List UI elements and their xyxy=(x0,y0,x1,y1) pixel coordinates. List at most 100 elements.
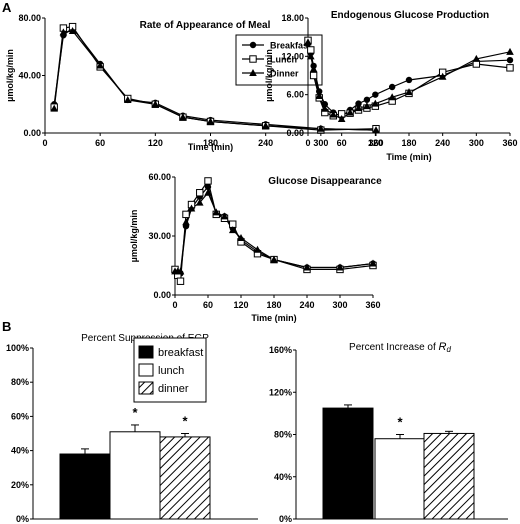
meal-y-axis-label: µmol/kg/min xyxy=(5,49,15,102)
egp-dinner-point xyxy=(388,93,396,101)
meal-x-tick-label: 180 xyxy=(203,138,218,148)
egp-dinner-point xyxy=(472,54,481,62)
egp-x-tick-label: 300 xyxy=(469,138,484,148)
meal-dinner-point xyxy=(68,26,77,34)
legend-dinner-marker xyxy=(249,69,257,76)
meal-dinner-point xyxy=(151,100,160,108)
egp-suppression-y-tick-label: 60% xyxy=(11,411,29,421)
rd-increase-bar-breakfast xyxy=(322,407,374,520)
meal-x-tick-label: 300 xyxy=(313,138,328,148)
rd-x-tick-label: 60 xyxy=(203,300,213,310)
egp-dinner-point xyxy=(506,47,514,55)
egp-dinner-point xyxy=(371,99,380,107)
rd-dinner-point xyxy=(270,255,278,263)
egp-breakfast-point xyxy=(355,100,362,107)
meal-dinner-point xyxy=(96,61,104,69)
rd-increase-title-subscript: d xyxy=(447,345,452,354)
rd-dinner-point xyxy=(176,267,185,275)
rd-dinner-point xyxy=(204,188,212,196)
egp-dinner-point xyxy=(337,114,346,122)
rd-dinner-point xyxy=(212,208,221,216)
legend-dinner-label: Dinner xyxy=(270,69,299,79)
rd-breakfast-point xyxy=(204,183,212,191)
legend-lunch-marker xyxy=(249,55,257,63)
meal-dinner-point xyxy=(59,28,68,36)
egp-x-tick-label: 60 xyxy=(337,138,347,148)
meal-dinner-point xyxy=(206,117,215,125)
rd-increase-y-tick-label: 0% xyxy=(279,514,292,524)
meal-x-axis-label: Time (min) xyxy=(188,142,233,152)
egp-breakfast-point xyxy=(316,88,323,95)
egp-x-tick-label: 0 xyxy=(305,138,310,148)
egp-x-axis-label: Time (min) xyxy=(386,152,431,162)
egp-dinner-point xyxy=(405,88,413,96)
egp-dinner-point xyxy=(354,104,363,112)
egp-suppression-y-tick-label: 20% xyxy=(11,480,29,490)
rd-dinner-point xyxy=(228,226,237,234)
rd-lunch-point xyxy=(176,277,185,285)
rd-dinner-point xyxy=(237,233,245,241)
rd-y-tick-label: 0.00 xyxy=(153,290,171,300)
meal-dinner-point xyxy=(261,121,270,129)
egp-suppression-bar-lunch xyxy=(109,431,161,520)
egp-dinner-point xyxy=(329,110,338,118)
egp-x-tick-label: 360 xyxy=(502,138,517,148)
egp-breakfast-point xyxy=(363,96,371,103)
egp-dinner-point xyxy=(304,38,312,46)
egp-lunch-point xyxy=(506,64,514,72)
legend-breakfast-marker xyxy=(249,41,257,49)
bar-legend-label-breakfast: breakfast xyxy=(158,347,203,359)
egp-suppression-bar-chart: 0%20%40%60%80%100%Percent Suppression of… xyxy=(6,333,258,524)
egp-suppression-bar-breakfast xyxy=(59,453,111,520)
bar-legend-swatch-lunch xyxy=(138,363,154,377)
rd-x-axis-label: Time (min) xyxy=(251,313,296,323)
rd-increase-title-symbol: R xyxy=(439,341,447,353)
rd-y-axis-label: µmol/kg/min xyxy=(129,210,139,263)
rd-y-tick-label: 60.00 xyxy=(148,172,171,182)
meal-appearance-chart: 0.00 40.00 80.00 0 60 120 180 240 300 360 Rate of … xyxy=(5,13,384,152)
egp-y-tick-label: 18.00 xyxy=(281,13,304,23)
egp-y-tick-label: 0.00 xyxy=(286,128,304,138)
egp-suppression-significance-dinner: * xyxy=(182,414,188,429)
egp-breakfast-point xyxy=(506,56,514,64)
rd-x-tick-label: 300 xyxy=(332,300,347,310)
egp-dinner-point xyxy=(363,102,371,110)
meal-x-tick-label: 360 xyxy=(368,138,383,148)
egp-dinner-point xyxy=(438,72,447,80)
glucose-disappearance-chart: 0.00 30.00 60.00 0 60 120 180 240 300 360 Glucose … xyxy=(129,172,382,323)
rd-dinner-point xyxy=(187,204,196,212)
rd-dinner-point xyxy=(182,218,190,226)
meal-dinner-point xyxy=(317,124,325,132)
rd-lunch-point xyxy=(204,177,212,185)
rd-increase-y-tick-label: 160% xyxy=(269,345,292,355)
egp-title: Endogenous Glucose Production xyxy=(331,10,489,21)
egp-lunch-point xyxy=(309,71,318,80)
meal-dinner-point xyxy=(123,95,132,103)
rd-increase-bar-chart: 0% 40% 80% 120% 160% Percent Increase of Rd * xyxy=(269,341,508,524)
egp-lunch-line xyxy=(307,40,511,117)
bar-legend-label-lunch: lunch xyxy=(158,365,184,377)
meal-y-tick-label: 80.00 xyxy=(18,13,41,23)
egp-breakfast-point xyxy=(405,76,413,84)
egp-breakfast-point xyxy=(388,83,396,91)
egp-suppression-bar-dinner xyxy=(159,436,211,520)
rd-dinner-point xyxy=(253,245,262,253)
egp-dinner-point xyxy=(309,65,318,73)
egp-suppression-significance-lunch: * xyxy=(132,405,138,420)
meal-title: Rate of Appearance of Meal xyxy=(140,20,271,31)
meal-y-tick-label: 0.00 xyxy=(23,128,41,138)
meal-x-tick-label: 120 xyxy=(148,138,163,148)
meal-dinner-point xyxy=(372,126,380,134)
egp-dinner-point xyxy=(321,104,329,112)
panel-label-b: B xyxy=(2,319,11,334)
egp-suppression-y-tick-label: 40% xyxy=(11,446,29,456)
rd-increase-bar-lunch xyxy=(374,438,426,520)
egp-dinner-point xyxy=(346,108,354,116)
rd-increase-y-tick-label: 120% xyxy=(269,387,292,397)
rd-dinner-line xyxy=(175,191,374,272)
egp-x-tick-label: 120 xyxy=(368,138,383,148)
egp-x-tick-label: 180 xyxy=(401,138,416,148)
panel-label-a: A xyxy=(2,0,12,15)
meal-x-tick-label: 0 xyxy=(42,138,47,148)
